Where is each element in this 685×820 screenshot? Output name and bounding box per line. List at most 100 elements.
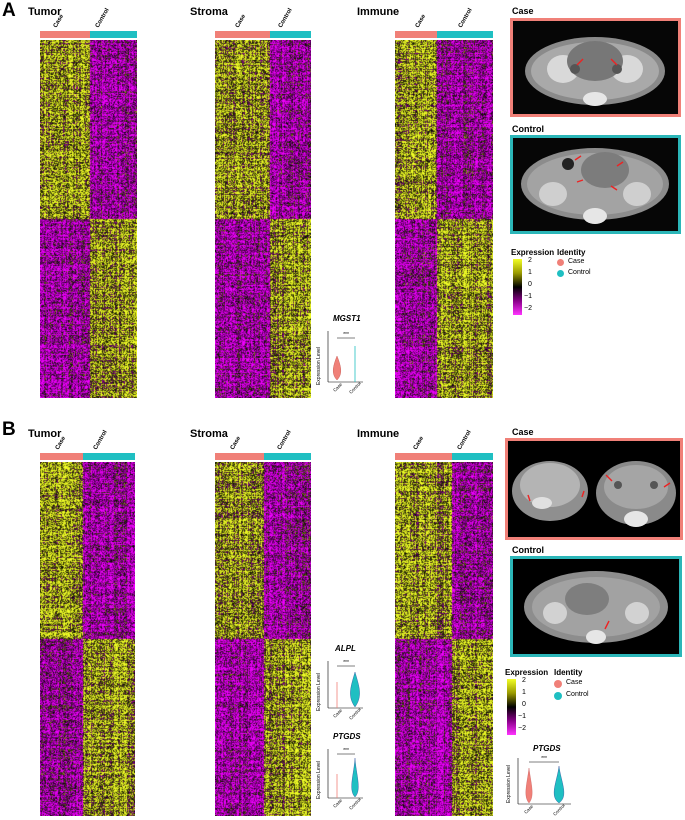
violin-ylabel: Expression Level: [316, 673, 322, 711]
ct-control-label: Control: [512, 545, 544, 555]
expression-heatmap: [215, 462, 311, 816]
legend-expression-gradient: [513, 259, 522, 315]
expression-heatmap: [40, 40, 137, 398]
group-label-control: Control: [456, 429, 473, 451]
violin-gene-title: PTGDS: [333, 732, 361, 741]
violin-control: [351, 757, 359, 798]
ct-control-image: [513, 138, 678, 231]
violin-x-case: Case: [332, 707, 343, 718]
heatmap-title-tumor-b: Tumor: [28, 428, 62, 440]
ct-control-frame: [510, 556, 682, 657]
violin-x-control: Control: [552, 803, 566, 817]
legend-tick: −1: [518, 713, 526, 720]
control-bar: [437, 31, 493, 38]
violin-ylabel: Expression Level: [316, 347, 322, 385]
violin-control: [350, 671, 360, 708]
gene-labels: [6, 462, 38, 816]
control-bar: [83, 453, 135, 460]
legend-dot-case: [557, 259, 564, 266]
sig-stars: ***: [343, 748, 349, 754]
gene-labels: [182, 462, 213, 816]
control-bar: [264, 453, 311, 460]
group-label-control: Control: [277, 7, 294, 29]
heatmap-title-immune-a: Immune: [357, 6, 400, 18]
control-bar: [452, 453, 493, 460]
legend-identity-control: Control: [566, 691, 589, 698]
group-label-case: Case: [229, 435, 243, 451]
violin-plot-alpl: Expression Level *** Case Control: [316, 660, 363, 721]
case-bar: [40, 453, 83, 460]
violin-x-control: Control: [348, 797, 362, 811]
control-bar: [270, 31, 311, 38]
ct-case-label: Case: [512, 427, 534, 437]
legend-expression-title: Expression: [511, 248, 555, 257]
violin-gene-title: MGST1: [333, 314, 361, 323]
expression-heatmap: [40, 462, 135, 816]
legend-dot-control: [557, 270, 564, 277]
group-label-control: Control: [276, 429, 293, 451]
legend-tick: 0: [522, 701, 526, 708]
legend-identity-title: Identity: [554, 668, 583, 677]
group-label-control: Control: [457, 7, 474, 29]
group-label-control: Control: [92, 429, 109, 451]
violin-plot-mgst1: Expression Level *** Case Control: [316, 331, 363, 395]
control-bar: [90, 31, 137, 38]
ct-control-label: Control: [512, 124, 544, 134]
legend-tick: −2: [518, 725, 526, 732]
legend-expression-gradient: [507, 679, 516, 735]
group-label-case: Case: [412, 435, 426, 451]
legend-identity-case: Case: [566, 679, 583, 686]
violin-x-control: Control: [348, 381, 362, 395]
legend-tick: 2: [528, 257, 532, 264]
expression-heatmap: [395, 462, 493, 816]
case-bar: [215, 31, 270, 38]
ct-case-frame: [510, 18, 681, 117]
panel-label-b: B: [2, 419, 16, 440]
legend-tick: 2: [522, 677, 526, 684]
ct-case-image: [508, 441, 680, 537]
violin-plot-ptgds: Expression Level *** Case Control: [316, 748, 363, 811]
expression-heatmap: [395, 40, 493, 398]
violin-x-control: Control: [348, 707, 362, 721]
violin-x-case: Case: [523, 803, 534, 814]
legend-tick: 0: [528, 281, 532, 288]
ct-control-frame: [510, 135, 681, 234]
violin-gene-title: ALPL: [335, 644, 356, 653]
violin-x-case: Case: [332, 381, 343, 392]
heatmap-title-stroma-a: Stroma: [190, 6, 228, 18]
heatmap-title-stroma-b: Stroma: [190, 428, 228, 440]
legend-tick: −1: [524, 293, 532, 300]
group-label-control: Control: [94, 7, 111, 29]
ct-case-image: [513, 21, 678, 114]
legend-tick: −2: [524, 305, 532, 312]
sig-stars: ***: [343, 332, 349, 338]
legend-tick: 1: [522, 689, 526, 696]
violin-case: [525, 767, 533, 804]
expression-heatmap: [215, 40, 311, 398]
ct-case-frame: [505, 438, 683, 540]
case-bar: [215, 453, 264, 460]
violin-plot-ptgds-2: Expression Level *** Case Control: [506, 756, 571, 817]
legend-dot-control: [554, 692, 562, 700]
sig-stars: ***: [343, 660, 349, 666]
case-bar: [395, 453, 452, 460]
legend-expression-title: Expression: [505, 668, 549, 677]
panel-label-a: A: [2, 0, 16, 21]
violin-ylabel: Expression Level: [316, 761, 322, 799]
ct-control-image: [513, 559, 679, 654]
violin-gene-title: PTGDS: [533, 744, 561, 753]
ct-case-label: Case: [512, 6, 534, 16]
heatmap-title-tumor-a: Tumor: [28, 6, 62, 18]
group-label-case: Case: [414, 13, 428, 29]
case-bar: [395, 31, 437, 38]
gene-labels: [363, 462, 393, 816]
gene-labels: [363, 40, 393, 398]
violin-case: [333, 355, 341, 381]
violin-control: [553, 765, 565, 804]
violin-x-case: Case: [332, 797, 343, 808]
gene-labels: [182, 40, 213, 398]
group-label-case: Case: [234, 13, 248, 29]
legend-identity-title: Identity: [557, 248, 586, 257]
case-bar: [40, 31, 90, 38]
legend-identity-case: Case: [568, 258, 585, 265]
